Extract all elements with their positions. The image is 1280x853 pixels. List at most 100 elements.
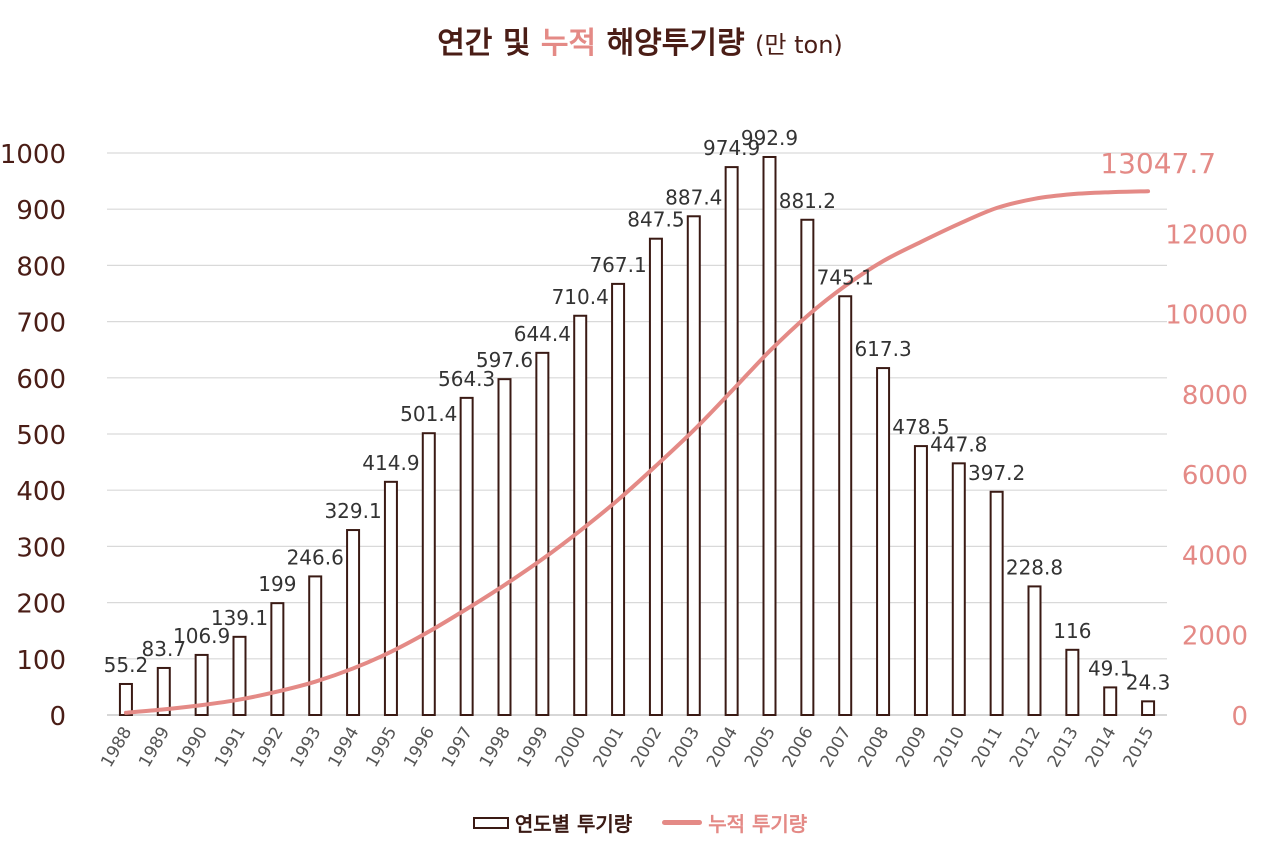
bar-data-label: 139.1 bbox=[211, 606, 268, 630]
bar-data-label: 228.8 bbox=[1006, 555, 1063, 579]
x-tick-label: 2006 bbox=[779, 724, 818, 771]
title-part-cumulative: 누적 bbox=[540, 26, 597, 61]
x-tick-label: 2010 bbox=[930, 724, 969, 771]
bar-2009 bbox=[913, 445, 928, 716]
right-axis-tick-label: 6000 bbox=[1182, 461, 1248, 491]
bar-1994 bbox=[346, 529, 361, 716]
bar-1996 bbox=[421, 432, 436, 716]
right-axis-tick-label: 0 bbox=[1231, 702, 1248, 732]
bar-2000 bbox=[573, 314, 588, 716]
bar-data-label: 881.2 bbox=[779, 189, 836, 213]
legend-annual-label: 연도별 투기량 bbox=[514, 812, 633, 836]
x-tick-label: 1995 bbox=[362, 724, 401, 771]
bar-2008 bbox=[876, 367, 891, 716]
bar-2002 bbox=[648, 237, 663, 717]
x-tick-label: 2015 bbox=[1119, 724, 1158, 771]
left-axis-tick-label: 700 bbox=[16, 309, 66, 339]
bar-2005 bbox=[762, 155, 777, 717]
x-tick-label: 2014 bbox=[1082, 724, 1121, 771]
x-tick-label: 1989 bbox=[135, 724, 174, 771]
bar-data-label: 414.9 bbox=[362, 451, 419, 475]
legend-line-swatch bbox=[662, 820, 703, 825]
x-tick-label: 2009 bbox=[892, 724, 931, 771]
left-axis-tick-label: 900 bbox=[16, 196, 66, 226]
x-tick-label: 2004 bbox=[703, 724, 742, 771]
bar-1993 bbox=[308, 575, 323, 717]
bar-data-label: 106.9 bbox=[173, 624, 230, 648]
right-axis-tick-label: 12000 bbox=[1165, 220, 1248, 250]
left-axis-tick-label: 500 bbox=[16, 421, 66, 451]
bar-data-label: 617.3 bbox=[854, 337, 911, 361]
legend-item-annual: 연도별 투기량 bbox=[472, 808, 633, 837]
bar-data-label: 597.6 bbox=[476, 348, 533, 372]
legend-bar-swatch bbox=[472, 816, 509, 829]
bar-2010 bbox=[951, 462, 966, 716]
bar-1992 bbox=[270, 602, 285, 716]
left-axis-tick-label: 300 bbox=[16, 533, 66, 563]
bar-2003 bbox=[686, 215, 701, 717]
bar-data-label: 564.3 bbox=[438, 367, 495, 391]
bar-data-label: 644.4 bbox=[514, 322, 571, 346]
bar-1988 bbox=[118, 682, 133, 716]
right-axis-tick-label: 4000 bbox=[1182, 541, 1248, 571]
right-axis-tick-label: 2000 bbox=[1182, 622, 1248, 652]
bar-1998 bbox=[497, 378, 512, 716]
bar-2012 bbox=[1027, 585, 1042, 717]
bar-2014 bbox=[1103, 686, 1118, 717]
bar-data-label: 992.9 bbox=[741, 126, 798, 150]
bar-data-label: 887.4 bbox=[665, 185, 722, 209]
legend: 연도별 투기량 누적 투기량 bbox=[0, 808, 1280, 837]
bar-data-label: 847.5 bbox=[627, 208, 684, 232]
bar-data-label: 710.4 bbox=[552, 285, 609, 309]
line-layer bbox=[123, 189, 1151, 715]
left-axis-tick-label: 200 bbox=[16, 590, 66, 620]
left-axis-tick-label: 800 bbox=[16, 252, 66, 282]
title-part-annual: 연간 bbox=[437, 26, 493, 61]
x-tick-label: 2007 bbox=[817, 724, 856, 771]
x-tick-label: 1993 bbox=[287, 724, 326, 771]
bar-1999 bbox=[535, 351, 550, 716]
title-part-dumping: 해양투기량 bbox=[606, 26, 745, 61]
right-axis-tick-label: 10000 bbox=[1165, 301, 1248, 331]
legend-cumulative-label: 누적 투기량 bbox=[708, 812, 808, 836]
bar-data-label: 246.6 bbox=[287, 545, 344, 569]
cumulative-line bbox=[123, 189, 1151, 715]
x-tick-label: 2000 bbox=[552, 724, 591, 771]
bar-data-label: 447.8 bbox=[930, 432, 987, 456]
bar-2015 bbox=[1141, 700, 1156, 716]
bar-1989 bbox=[156, 666, 171, 716]
x-tick-label: 1990 bbox=[173, 724, 212, 771]
left-axis-tick-label: 100 bbox=[16, 646, 66, 676]
x-tick-label: 2005 bbox=[741, 724, 780, 771]
bar-data-label: 767.1 bbox=[589, 253, 646, 277]
bar-2007 bbox=[838, 295, 853, 716]
title-part-and: 및 bbox=[502, 26, 531, 61]
x-tick-label: 1996 bbox=[400, 724, 439, 771]
left-axis-tick-label: 600 bbox=[16, 365, 66, 395]
bar-1991 bbox=[232, 635, 247, 717]
bar-1995 bbox=[383, 480, 398, 716]
x-tick-label: 2008 bbox=[854, 724, 893, 771]
bar-data-label: 329.1 bbox=[324, 499, 381, 523]
x-tick-label: 2003 bbox=[665, 724, 704, 771]
bar-data-label: 116 bbox=[1053, 619, 1091, 643]
left-axis-tick-label: 400 bbox=[16, 477, 66, 507]
x-tick-label: 1998 bbox=[476, 724, 515, 771]
bar-2006 bbox=[800, 218, 815, 716]
bar-data-label: 745.1 bbox=[817, 265, 874, 289]
bar-data-label: 501.4 bbox=[400, 402, 457, 426]
bar-data-label: 83.7 bbox=[142, 637, 187, 661]
title-unit: (만 ton) bbox=[755, 31, 843, 59]
bar-2004 bbox=[724, 166, 739, 716]
bar-data-label: 55.2 bbox=[104, 653, 149, 677]
x-tick-label: 2001 bbox=[589, 724, 628, 771]
bar-2011 bbox=[989, 490, 1004, 716]
bar-data-label: 24.3 bbox=[1126, 670, 1171, 694]
x-tick-label: 2011 bbox=[968, 724, 1007, 771]
left-axis-tick-label: 0 bbox=[49, 702, 66, 732]
x-tick-label: 1992 bbox=[249, 724, 288, 771]
x-tick-label: 1991 bbox=[211, 724, 250, 771]
bar-data-label: 974.9 bbox=[703, 136, 760, 160]
bar-layer bbox=[118, 155, 1156, 717]
